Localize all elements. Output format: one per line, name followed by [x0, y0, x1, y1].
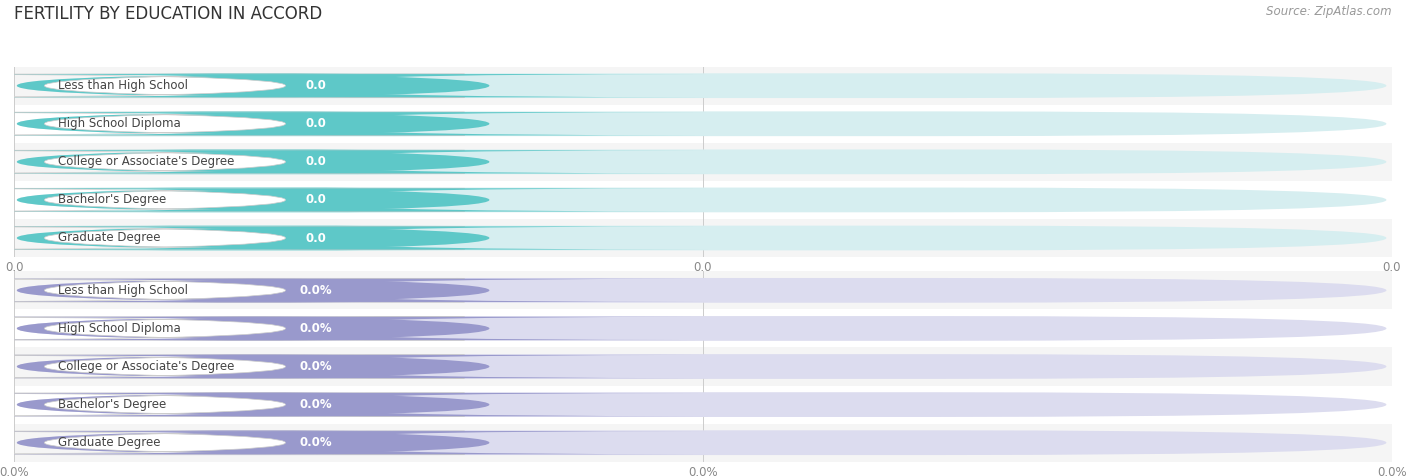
Text: 0.0%: 0.0% — [299, 322, 332, 335]
Bar — [14, 271, 1392, 309]
FancyBboxPatch shape — [0, 355, 464, 378]
FancyBboxPatch shape — [17, 111, 1386, 136]
FancyBboxPatch shape — [17, 226, 1386, 250]
FancyBboxPatch shape — [0, 112, 709, 135]
Text: FERTILITY BY EDUCATION IN ACCORD: FERTILITY BY EDUCATION IN ACCORD — [14, 5, 322, 23]
FancyBboxPatch shape — [17, 278, 1386, 303]
FancyBboxPatch shape — [0, 355, 709, 378]
Text: College or Associate's Degree: College or Associate's Degree — [58, 155, 235, 169]
FancyBboxPatch shape — [17, 392, 489, 417]
Bar — [14, 219, 1392, 257]
Text: 0.0: 0.0 — [305, 231, 326, 245]
FancyBboxPatch shape — [17, 430, 489, 455]
Bar — [14, 424, 1392, 462]
FancyBboxPatch shape — [17, 316, 489, 341]
Text: 0.0: 0.0 — [305, 79, 326, 92]
FancyBboxPatch shape — [17, 354, 1386, 379]
Text: 0.0: 0.0 — [305, 155, 326, 169]
FancyBboxPatch shape — [0, 150, 464, 173]
Text: Graduate Degree: Graduate Degree — [58, 436, 160, 449]
FancyBboxPatch shape — [17, 149, 489, 174]
Bar — [14, 309, 1392, 347]
FancyBboxPatch shape — [17, 316, 1386, 341]
Text: 0.0: 0.0 — [305, 193, 326, 207]
FancyBboxPatch shape — [17, 278, 489, 303]
FancyBboxPatch shape — [0, 150, 709, 173]
Text: College or Associate's Degree: College or Associate's Degree — [58, 360, 235, 373]
FancyBboxPatch shape — [17, 188, 489, 212]
Text: 0.0%: 0.0% — [299, 360, 332, 373]
Text: Less than High School: Less than High School — [58, 79, 188, 92]
FancyBboxPatch shape — [17, 73, 1386, 98]
Text: Source: ZipAtlas.com: Source: ZipAtlas.com — [1267, 5, 1392, 18]
Bar — [14, 347, 1392, 386]
FancyBboxPatch shape — [0, 317, 709, 340]
FancyBboxPatch shape — [0, 431, 464, 454]
FancyBboxPatch shape — [17, 111, 489, 136]
FancyBboxPatch shape — [0, 227, 709, 249]
Bar — [14, 143, 1392, 181]
Text: High School Diploma: High School Diploma — [58, 117, 181, 130]
Text: Graduate Degree: Graduate Degree — [58, 231, 160, 245]
FancyBboxPatch shape — [17, 226, 489, 250]
FancyBboxPatch shape — [0, 431, 709, 454]
FancyBboxPatch shape — [0, 188, 464, 211]
FancyBboxPatch shape — [17, 149, 1386, 174]
FancyBboxPatch shape — [17, 430, 1386, 455]
Text: High School Diploma: High School Diploma — [58, 322, 181, 335]
Bar — [14, 105, 1392, 143]
Text: 0.0%: 0.0% — [299, 436, 332, 449]
Text: Bachelor's Degree: Bachelor's Degree — [58, 193, 166, 207]
FancyBboxPatch shape — [0, 74, 464, 97]
FancyBboxPatch shape — [0, 317, 464, 340]
FancyBboxPatch shape — [0, 279, 709, 302]
Bar — [14, 67, 1392, 105]
FancyBboxPatch shape — [17, 73, 489, 98]
FancyBboxPatch shape — [0, 393, 709, 416]
FancyBboxPatch shape — [17, 188, 1386, 212]
FancyBboxPatch shape — [0, 393, 464, 416]
Text: 0.0%: 0.0% — [299, 398, 332, 411]
FancyBboxPatch shape — [0, 112, 464, 135]
Text: Bachelor's Degree: Bachelor's Degree — [58, 398, 166, 411]
FancyBboxPatch shape — [17, 354, 489, 379]
FancyBboxPatch shape — [0, 74, 709, 97]
FancyBboxPatch shape — [17, 392, 1386, 417]
FancyBboxPatch shape — [0, 227, 464, 249]
FancyBboxPatch shape — [0, 279, 464, 302]
Bar — [14, 386, 1392, 424]
Text: Less than High School: Less than High School — [58, 284, 188, 297]
Bar — [14, 181, 1392, 219]
FancyBboxPatch shape — [0, 188, 709, 211]
Text: 0.0%: 0.0% — [299, 284, 332, 297]
Text: 0.0: 0.0 — [305, 117, 326, 130]
